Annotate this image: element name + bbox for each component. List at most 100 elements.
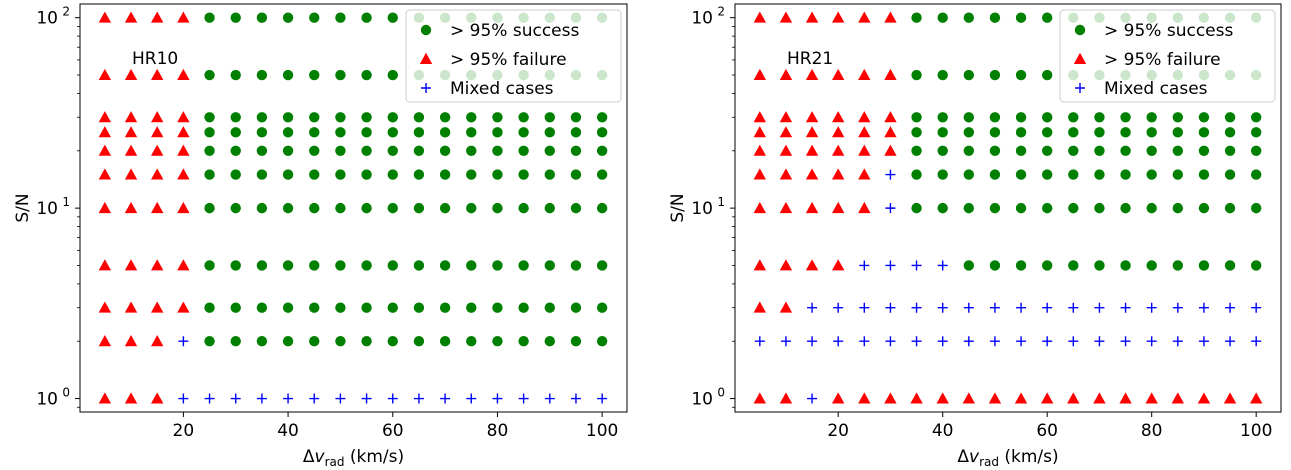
point-circle-95-10 bbox=[1224, 202, 1236, 214]
x-tick-label: 60 bbox=[1036, 421, 1058, 441]
point-circle-50-15 bbox=[989, 169, 1001, 180]
point-circle-65-2 bbox=[413, 336, 425, 347]
legend: > 95% success > 95% failure Mixed cases bbox=[405, 9, 622, 103]
legend-label: Mixed cases bbox=[450, 79, 554, 99]
point-triangle-15-5 bbox=[151, 259, 164, 271]
point-circle-85-10 bbox=[1172, 202, 1184, 214]
x-axis-label: Δvrad (km/s) bbox=[957, 447, 1058, 469]
point-circle-90-25 bbox=[1198, 127, 1210, 138]
point-plus-80-3 bbox=[1146, 302, 1157, 313]
point-circle-95-2 bbox=[570, 336, 582, 347]
point-circle-55-100 bbox=[361, 12, 372, 23]
point-circle-30-15 bbox=[230, 169, 241, 180]
point-triangle-15-25 bbox=[805, 126, 819, 138]
point-triangle-100-1 bbox=[1249, 392, 1263, 404]
point-circle-35-30 bbox=[256, 112, 268, 123]
point-triangle-10-30 bbox=[124, 111, 138, 123]
point-circle-55-100 bbox=[1015, 12, 1027, 23]
point-circle-40-25 bbox=[937, 127, 948, 138]
point-circle-45-50 bbox=[963, 69, 975, 81]
point-circle-45-10 bbox=[963, 202, 975, 214]
point-circle-55-50 bbox=[1015, 69, 1027, 81]
point-triangle-15-25 bbox=[151, 126, 164, 138]
point-circle-40-30 bbox=[282, 112, 294, 123]
point-circle-55-30 bbox=[1015, 112, 1027, 123]
point-circle-30-50 bbox=[230, 69, 241, 81]
point-triangle-15-100 bbox=[805, 11, 819, 23]
point-plus-70-1 bbox=[440, 393, 451, 404]
point-circle-80-5 bbox=[492, 260, 503, 271]
point-triangle-10-10 bbox=[779, 201, 793, 214]
point-circle-50-50 bbox=[989, 69, 1001, 81]
point-circle-60-10 bbox=[1041, 202, 1053, 214]
point-plus-65-1 bbox=[413, 393, 424, 404]
point-triangle-90-1 bbox=[1197, 392, 1211, 404]
point-plus-100-2 bbox=[1251, 336, 1262, 347]
point-triangle-15-2 bbox=[151, 335, 164, 347]
point-triangle-5-25 bbox=[753, 126, 767, 138]
panel-annotation: HR21 bbox=[787, 49, 833, 69]
point-circle-60-30 bbox=[1041, 112, 1053, 123]
x-tick-label: 100 bbox=[1240, 421, 1272, 441]
point-circle-40-20 bbox=[937, 145, 948, 156]
point-circle-90-30 bbox=[544, 112, 555, 123]
point-circle-55-20 bbox=[1015, 145, 1027, 156]
point-circle-100-5 bbox=[1250, 260, 1262, 271]
point-triangle-20-50 bbox=[177, 68, 190, 80]
point-circle-65-5 bbox=[1068, 260, 1079, 271]
point-triangle-15-50 bbox=[151, 68, 164, 80]
point-circle-55-5 bbox=[361, 260, 372, 271]
point-triangle-15-100 bbox=[151, 11, 164, 23]
point-circle-85-20 bbox=[1172, 145, 1184, 156]
point-circle-90-3 bbox=[544, 302, 555, 313]
point-plus-95-2 bbox=[1225, 336, 1236, 347]
point-circle-90-20 bbox=[544, 145, 555, 156]
point-circle-65-5 bbox=[413, 260, 425, 271]
point-circle-55-25 bbox=[361, 127, 372, 138]
point-plus-40-2 bbox=[937, 336, 948, 347]
point-circle-55-10 bbox=[1015, 202, 1027, 214]
y-tick-exponent: 0 bbox=[62, 386, 70, 400]
legend-marker-plus bbox=[1075, 83, 1085, 93]
point-triangle-25-15 bbox=[858, 168, 871, 180]
point-triangle-5-50 bbox=[753, 68, 767, 80]
point-circle-75-10 bbox=[1120, 202, 1131, 214]
point-plus-70-3 bbox=[1094, 302, 1105, 313]
point-plus-85-1 bbox=[518, 393, 529, 404]
point-plus-20-3 bbox=[833, 302, 844, 313]
point-circle-60-10 bbox=[387, 202, 398, 214]
point-circle-55-10 bbox=[361, 202, 372, 214]
point-circle-35-50 bbox=[911, 69, 922, 81]
point-circle-40-30 bbox=[937, 112, 948, 123]
point-plus-35-3 bbox=[911, 302, 922, 313]
panel-annotation: HR10 bbox=[132, 49, 178, 69]
point-circle-40-50 bbox=[282, 69, 294, 81]
point-circle-60-50 bbox=[1041, 69, 1053, 81]
point-circle-80-5 bbox=[1146, 260, 1157, 271]
point-circle-85-10 bbox=[518, 202, 529, 214]
point-plus-20-2 bbox=[833, 336, 844, 347]
point-circle-60-100 bbox=[387, 12, 398, 23]
point-circle-35-100 bbox=[256, 12, 268, 23]
point-triangle-95-1 bbox=[1223, 392, 1237, 404]
point-circle-35-25 bbox=[256, 127, 268, 138]
point-circle-85-3 bbox=[518, 302, 529, 313]
point-circle-100-15 bbox=[596, 169, 608, 180]
y-tick-exponent: 1 bbox=[717, 195, 725, 209]
point-circle-75-15 bbox=[1120, 169, 1131, 180]
point-triangle-5-20 bbox=[753, 144, 767, 156]
point-triangle-5-1 bbox=[98, 392, 112, 404]
point-triangle-5-30 bbox=[98, 111, 112, 123]
point-triangle-10-1 bbox=[124, 392, 138, 404]
point-circle-45-3 bbox=[309, 302, 320, 313]
x-tick-label: 80 bbox=[1141, 421, 1163, 441]
point-triangle-10-10 bbox=[124, 201, 138, 214]
point-triangle-20-15 bbox=[177, 168, 190, 180]
point-plus-70-2 bbox=[1094, 336, 1105, 347]
legend-marker-circle bbox=[420, 24, 432, 36]
point-circle-55-20 bbox=[361, 145, 372, 156]
point-plus-25-2 bbox=[859, 336, 870, 347]
point-circle-30-20 bbox=[230, 145, 241, 156]
point-triangle-25-25 bbox=[858, 126, 871, 138]
point-circle-40-2 bbox=[282, 336, 294, 347]
